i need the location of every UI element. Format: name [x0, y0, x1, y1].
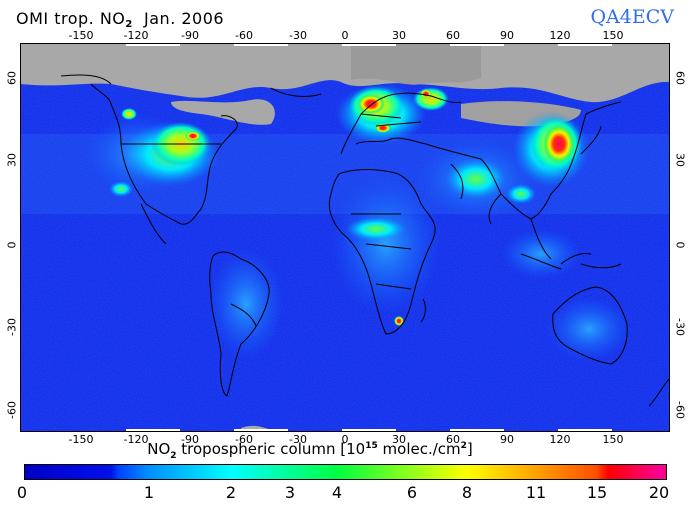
lat-tick: -30 [673, 318, 687, 336]
lon-tick: 150 [602, 433, 624, 446]
lat-tick: 30 [5, 153, 19, 167]
lon-tick: 90 [500, 433, 514, 446]
cbar-title-end: ] [466, 440, 473, 458]
no2-map [20, 43, 670, 432]
lat-tick: 60 [5, 71, 19, 85]
frame-tick [234, 44, 288, 46]
cbar-title-unit: molec./cm [377, 440, 461, 458]
lat-tick: 60 [673, 71, 687, 85]
lat-tick: 0 [673, 241, 687, 249]
cbar-title-no: NO [147, 440, 171, 458]
lon-tick: 0 [341, 29, 349, 42]
colorbar-label: 4 [331, 483, 343, 502]
colorbar-label: 2 [225, 483, 237, 502]
frame-tick [342, 429, 396, 431]
colorbar-label: 3 [284, 483, 296, 502]
colorbar-label: 15 [586, 483, 608, 502]
colorbar-label: 0 [16, 483, 28, 502]
frame-tick [558, 44, 612, 46]
lon-tick: 30 [392, 433, 406, 446]
lat-tick: -30 [5, 318, 19, 336]
lon-tick: -120 [123, 29, 149, 42]
world-map-graphic [21, 44, 669, 431]
frame-tick [126, 44, 180, 46]
title-date: Jan. 2006 [144, 9, 225, 28]
lon-tick: -60 [235, 433, 253, 446]
frame-tick [342, 44, 396, 46]
colorbar-label: 6 [406, 483, 418, 502]
lat-tick: 30 [673, 153, 687, 167]
frame-tick [558, 429, 612, 431]
colorbar [24, 464, 667, 480]
lon-tick: 60 [446, 433, 460, 446]
cbar-title-sub: 2 [170, 451, 177, 461]
cbar-title-exp: 15 [365, 441, 378, 451]
lat-tick: 0 [5, 241, 19, 249]
brand-label: QA4ECV [590, 6, 674, 28]
frame-tick [450, 429, 504, 431]
lon-tick: 120 [549, 29, 571, 42]
lon-tick: 30 [392, 29, 406, 42]
lon-tick: -90 [181, 29, 199, 42]
lon-tick: -120 [123, 433, 149, 446]
cbar-title-mid: tropospheric column [10 [176, 440, 366, 458]
lon-tick: -60 [235, 29, 253, 42]
lat-tick: -60 [673, 401, 687, 419]
colorbar-label: 20 [648, 483, 670, 502]
lon-tick: 60 [446, 29, 460, 42]
lon-tick: 0 [341, 433, 349, 446]
colorbar-label: 11 [525, 483, 547, 502]
lon-tick: 150 [602, 29, 624, 42]
map-title: OMI trop. NO2 Jan. 2006 [16, 9, 224, 30]
lon-tick: -150 [68, 29, 94, 42]
frame-tick [126, 429, 180, 431]
lon-tick: -150 [68, 433, 94, 446]
title-prefix: OMI trop. NO [16, 9, 126, 28]
lon-tick: 120 [549, 433, 571, 446]
colorbar-title: NO2 tropospheric column [1015 molec./cm2… [147, 440, 473, 461]
lon-tick: -30 [289, 29, 307, 42]
title-subscript: 2 [125, 19, 133, 30]
lon-tick: -90 [181, 433, 199, 446]
colorbar-label: 1 [143, 483, 155, 502]
frame-tick [450, 44, 504, 46]
cbar-title-exp2: 2 [460, 441, 467, 451]
lon-tick: 90 [500, 29, 514, 42]
colorbar-label: 8 [461, 483, 473, 502]
lat-tick: -60 [5, 401, 19, 419]
lon-tick: -30 [289, 433, 307, 446]
frame-tick [234, 429, 288, 431]
